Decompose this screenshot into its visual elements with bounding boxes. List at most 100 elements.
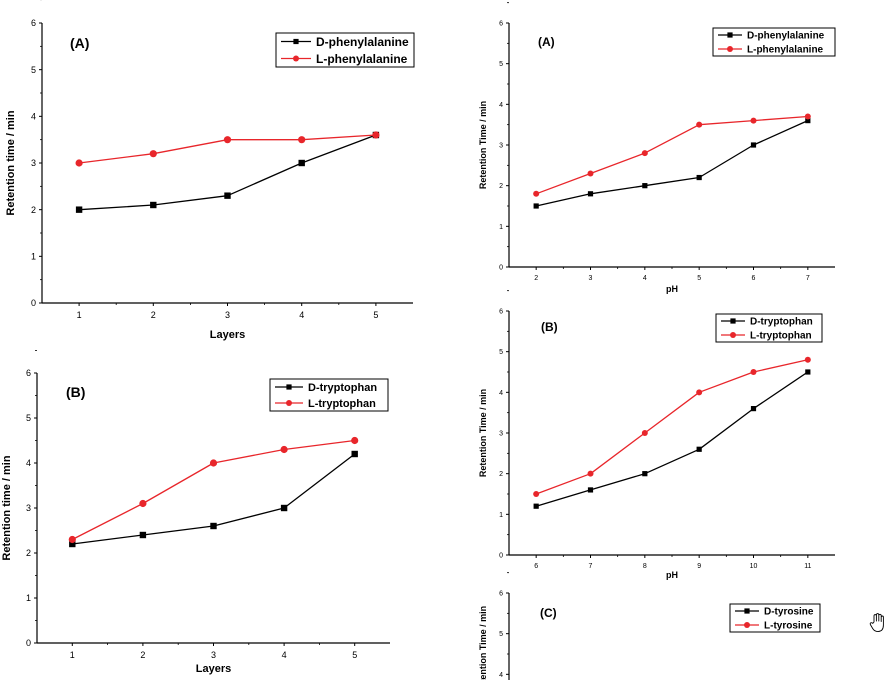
series-line xyxy=(536,120,809,207)
series-d-tryptophan xyxy=(69,450,358,548)
legend-label: D-tryptophan xyxy=(308,382,377,394)
data-point xyxy=(139,531,147,539)
data-point xyxy=(351,436,359,445)
data-point xyxy=(696,121,703,128)
y-tick-label: 2 xyxy=(31,205,36,215)
x-axis-title: pH xyxy=(666,284,678,294)
legend-item: D-phenylalanine xyxy=(281,35,409,49)
legend: D-phenylalanine L-phenylalanine xyxy=(712,27,836,57)
y-tick-label: 5 xyxy=(499,631,503,638)
x-tick-label: 11 xyxy=(804,563,811,570)
y-tick-label: 4 xyxy=(31,111,36,121)
y-tick-label: 4 xyxy=(499,390,503,397)
legend-marker xyxy=(727,46,733,52)
legend-label: L-tyrosine xyxy=(764,621,813,632)
chart-ph-phenylalanine: 0 1 2 3 4 5 6 2 3 4 5 6 7 pH Retention Time / min (A) D-… xyxy=(478,2,836,294)
legend-label: L-tryptophan xyxy=(308,398,376,410)
series-l-phenylalanine xyxy=(75,131,380,167)
legend: D-phenylalanine L-phenylalanine xyxy=(275,32,415,68)
data-point xyxy=(533,491,540,497)
data-point xyxy=(280,504,288,512)
panel-label: (A) xyxy=(70,35,89,51)
chart-layers-tryptophan: 0 1 2 3 4 5 6 1 2 3 4 5 Layers Retention time / min (B… xyxy=(1,350,390,675)
data-point xyxy=(587,487,594,493)
legend-label: L-phenylalanine xyxy=(747,45,824,56)
data-point xyxy=(804,356,811,363)
data-point xyxy=(298,136,306,144)
data-point xyxy=(804,113,811,120)
data-point xyxy=(223,136,232,144)
series-l-tryptophan xyxy=(68,436,359,544)
data-point xyxy=(139,499,147,508)
y-axis-title: Retention Time / min xyxy=(478,389,488,477)
legend-label: L-tryptophan xyxy=(750,331,812,342)
x-tick-label: 6 xyxy=(534,563,538,570)
data-point xyxy=(805,118,811,124)
y-tick-label: 2 xyxy=(26,548,31,558)
y-tick-label: 5 xyxy=(499,349,503,356)
legend-label: D-tyrosine xyxy=(764,607,814,618)
data-point xyxy=(209,459,218,467)
data-point xyxy=(641,150,648,157)
data-point xyxy=(372,131,380,139)
x-tick-label: 1 xyxy=(70,650,75,660)
y-tick-label: 1 xyxy=(26,593,31,603)
y-axis-title: Retention Time / min xyxy=(478,606,488,680)
y-tick-label: 4 xyxy=(499,102,503,109)
legend-marker xyxy=(286,400,292,406)
y-tick-label: 6 xyxy=(499,20,503,27)
legend-marker xyxy=(727,32,733,38)
data-point xyxy=(68,535,76,544)
data-point xyxy=(750,117,757,124)
legend-label: L-phenylalanine xyxy=(316,52,408,66)
series-l-phenylalanine xyxy=(533,113,811,197)
data-point xyxy=(533,503,539,509)
data-point xyxy=(750,142,757,148)
series-d-phenylalanine xyxy=(75,131,380,213)
series-line xyxy=(536,371,809,507)
legend-item: D-tryptophan xyxy=(721,317,813,328)
y-tick-label: 3 xyxy=(31,158,36,168)
series-line xyxy=(72,453,356,545)
legend-box xyxy=(712,27,836,57)
chart-layers-phenylalanine: 0 1 2 3 4 5 6 1 2 3 4 5 Layers Retention time / min (A… xyxy=(5,0,415,341)
legend-marker xyxy=(293,55,299,62)
x-tick-label: 4 xyxy=(299,310,304,320)
data-point xyxy=(587,470,594,477)
x-tick-label: 7 xyxy=(806,275,810,282)
x-tick-label: 10 xyxy=(750,563,758,570)
x-tick-label: 8 xyxy=(643,563,647,570)
legend-label: D-phenylalanine xyxy=(316,35,409,49)
x-tick-label: 4 xyxy=(643,275,647,282)
data-point xyxy=(533,190,540,197)
data-point xyxy=(224,192,231,199)
legend-item: L-phenylalanine xyxy=(718,45,824,56)
y-tick-label: 2 xyxy=(499,471,503,478)
series-d-phenylalanine xyxy=(533,118,811,209)
data-point xyxy=(298,159,305,167)
data-point xyxy=(642,183,648,189)
data-point xyxy=(280,445,288,454)
x-tick-label: 6 xyxy=(752,275,756,282)
legend-marker xyxy=(744,622,750,628)
panel-label: (B) xyxy=(541,320,558,334)
x-tick-label: 7 xyxy=(589,563,593,570)
x-tick-label: 3 xyxy=(211,650,216,660)
legend: D-tyrosine L-tyrosine xyxy=(729,603,821,633)
data-point xyxy=(587,170,594,177)
legend-marker xyxy=(730,318,736,324)
data-point xyxy=(75,206,83,213)
y-tick-label: 1 xyxy=(499,512,503,519)
series-line xyxy=(535,115,808,195)
y-tick-label: 4 xyxy=(499,672,503,679)
panel-label: (A) xyxy=(538,35,555,49)
data-point xyxy=(149,150,157,158)
series-d-tryptophan xyxy=(533,369,811,509)
legend-item: D-tryptophan xyxy=(275,382,377,394)
legend-item: D-phenylalanine xyxy=(718,31,825,42)
data-point xyxy=(750,406,757,412)
legend: D-tryptophan L-tryptophan xyxy=(269,378,389,412)
y-tick-label: 0 xyxy=(499,264,503,271)
y-tick-label: 5 xyxy=(26,413,31,423)
x-tick-label: 2 xyxy=(534,275,538,282)
